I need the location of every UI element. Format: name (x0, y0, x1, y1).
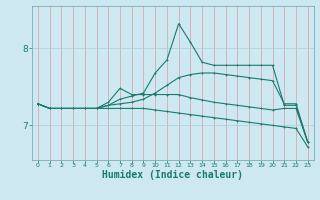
X-axis label: Humidex (Indice chaleur): Humidex (Indice chaleur) (102, 170, 243, 180)
